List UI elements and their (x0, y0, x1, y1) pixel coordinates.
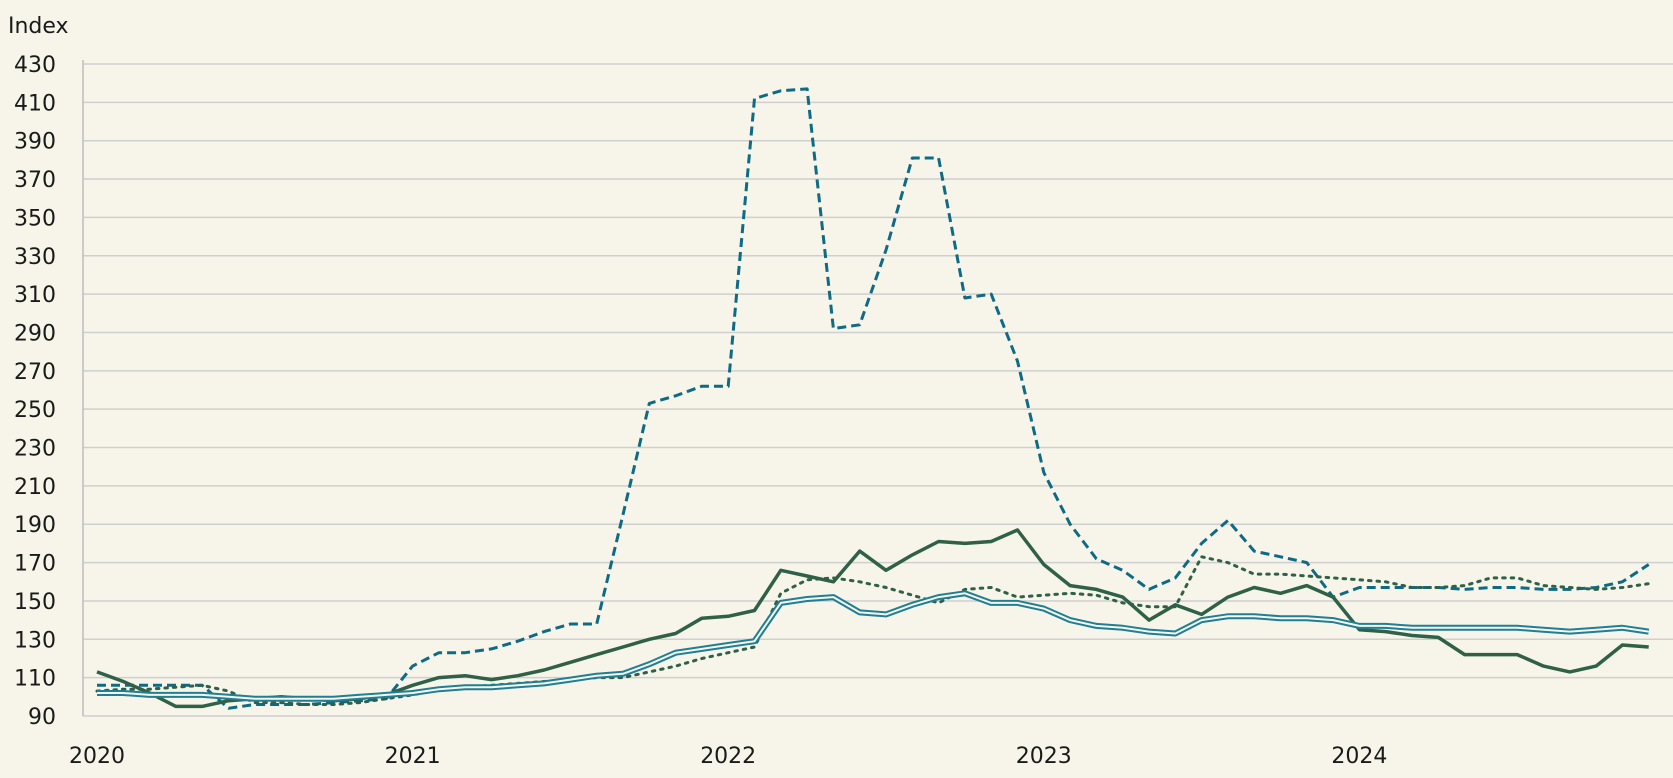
y-tick-label: 310 (14, 283, 56, 308)
y-tick-label: 370 (14, 168, 56, 193)
x-tick-label: 2022 (700, 744, 756, 769)
y-axis-title: Index (8, 14, 69, 39)
y-tick-label: 190 (14, 513, 56, 538)
gridlines (82, 60, 1673, 717)
series-line-solid-thick (96, 528, 1649, 709)
series-lines (95, 87, 1651, 710)
series-line-dashed (97, 87, 1650, 710)
y-tick-label: 350 (14, 206, 56, 231)
series-line-double-outer (97, 590, 1650, 702)
y-tick-label: 390 (14, 130, 56, 155)
y-tick-label: 250 (14, 398, 56, 423)
x-tick-label: 2023 (1016, 744, 1072, 769)
y-tick-label: 90 (28, 705, 56, 730)
y-tick-label: 290 (14, 321, 56, 346)
y-tick-label: 430 (14, 53, 56, 78)
y-tick-label: 110 (14, 667, 56, 692)
x-tick-label: 2024 (1331, 744, 1387, 769)
y-tick-label: 270 (14, 360, 56, 385)
x-tick-label: 2021 (385, 744, 441, 769)
y-tick-label: 150 (14, 590, 56, 615)
y-axis-ticks: 90 110 130 150 170 190 210 230 250 270 290 310 330 35… (14, 53, 56, 730)
y-tick-label: 330 (14, 245, 56, 270)
y-tick-label: 230 (14, 437, 56, 462)
x-axis-ticks: 2020 2021 2022 2023 2024 (69, 744, 1387, 769)
y-tick-label: 170 (14, 552, 56, 577)
x-tick-label: 2020 (69, 744, 125, 769)
y-tick-label: 210 (14, 475, 56, 500)
series-line-double-inner (97, 592, 1649, 700)
y-tick-label: 130 (14, 628, 56, 653)
y-tick-label: 410 (14, 91, 56, 116)
